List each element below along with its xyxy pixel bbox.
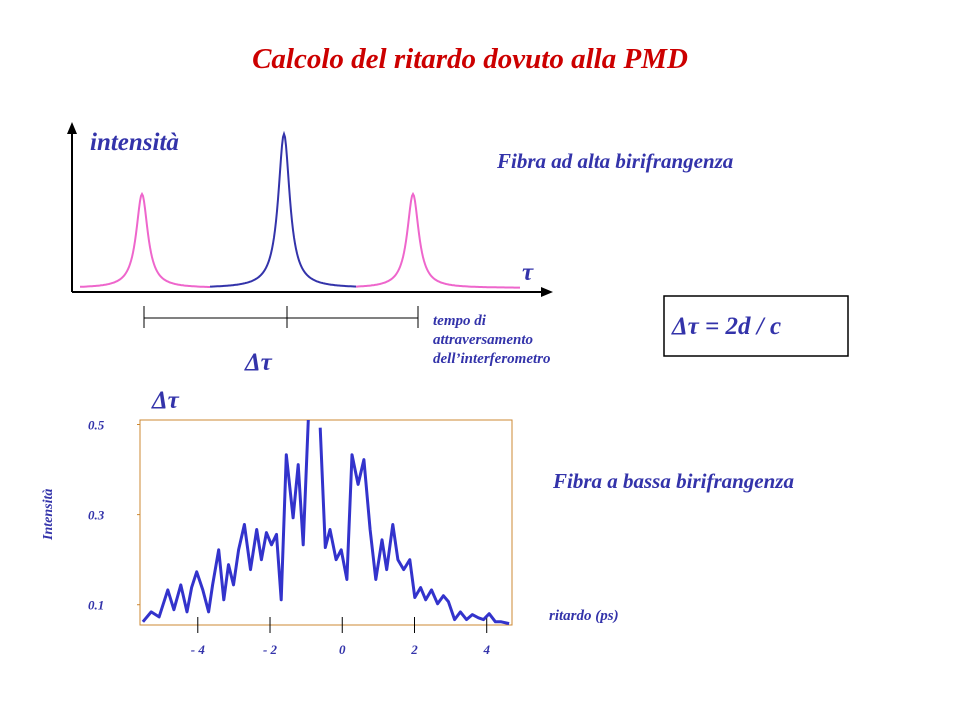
schematic-peak: [80, 191, 210, 288]
chart-title: Δτ: [151, 387, 180, 414]
label-high: Fibra ad alta birifrangenza: [496, 149, 733, 173]
x-tick-label: 0: [339, 642, 346, 657]
schematic-peak: [210, 130, 357, 288]
x-axis-label: ritardo (ps): [549, 608, 619, 624]
schematic-y-label: intensità: [90, 129, 179, 156]
x-tick-label: 2: [410, 642, 418, 657]
note: attraversamento: [433, 332, 533, 348]
schematic-peak: [356, 191, 520, 289]
arrow: [67, 122, 77, 134]
schematic-x-label: τ: [522, 259, 534, 286]
slide-title: Calcolo del ritardo dovuto alla PMD: [252, 43, 688, 75]
x-tick-label: - 4: [191, 642, 206, 657]
x-tick-label: 4: [482, 642, 490, 657]
note: dell’interferometro: [433, 351, 550, 367]
formula: Δτ = 2d / c: [671, 313, 781, 340]
formula-box: [663, 295, 849, 357]
note: tempo di: [433, 313, 487, 329]
y-tick-label: 0.1: [88, 598, 104, 613]
y-tick-label: 0.3: [88, 508, 105, 523]
schematic: [67, 122, 553, 328]
y-axis-label: Intensità: [41, 489, 56, 541]
x-tick-label: - 2: [263, 642, 278, 657]
y-tick-label: 0.5: [88, 418, 105, 433]
arrow: [541, 287, 553, 297]
plot-frame: [139, 419, 513, 626]
delay-label: Δτ: [244, 349, 273, 376]
data-line: [141, 419, 510, 626]
label-low: Fibra a bassa birifrangenza: [552, 469, 794, 493]
